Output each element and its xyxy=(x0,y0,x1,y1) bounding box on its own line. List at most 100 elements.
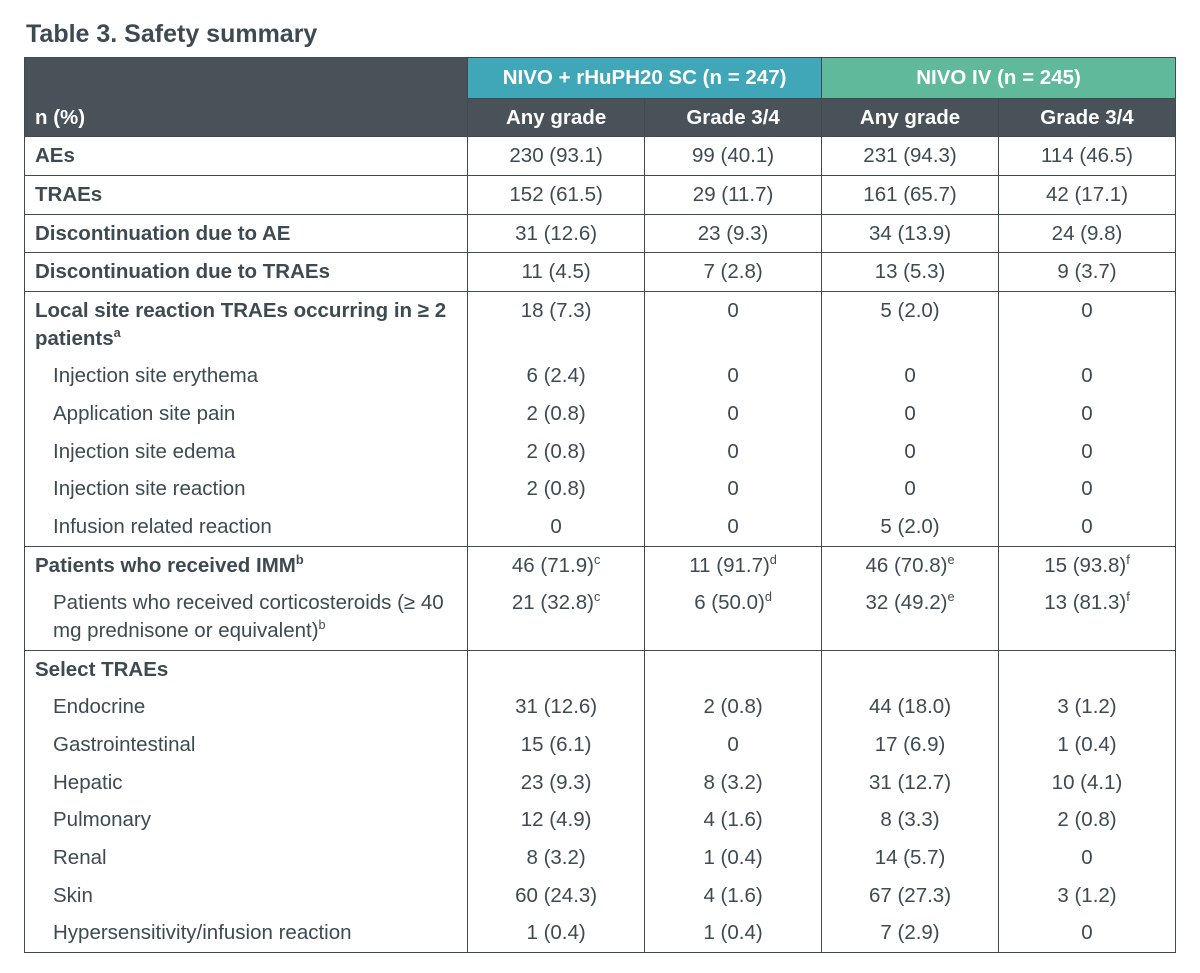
table-body: AEs230 (93.1)99 (40.1)231 (94.3)114 (46.… xyxy=(25,137,1176,953)
table-row: Gastrointestinal15 (6.1)017 (6.9)1 (0.4) xyxy=(25,726,1176,764)
row-label: Gastrointestinal xyxy=(35,731,195,759)
data-cell: 0 xyxy=(999,357,1176,395)
data-cell: 2 (0.8) xyxy=(468,395,645,433)
table-row: Infusion related reaction005 (2.0)0 xyxy=(25,508,1176,546)
row-label-cell: Select TRAEs xyxy=(25,650,468,688)
data-cell: 17 (6.9) xyxy=(822,726,999,764)
data-cell: 11 (91.7)d xyxy=(645,546,822,584)
row-label: Discontinuation due to AE xyxy=(35,222,290,245)
table-row: AEs230 (93.1)99 (40.1)231 (94.3)114 (46.… xyxy=(25,137,1176,176)
data-cell: 34 (13.9) xyxy=(822,214,999,253)
data-cell: 7 (2.8) xyxy=(645,253,822,292)
footnote-marker: a xyxy=(114,325,121,340)
data-cell: 114 (46.5) xyxy=(999,137,1176,176)
table-row: Patients who received IMMb46 (71.9)c11 (… xyxy=(25,546,1176,584)
footnote-marker: e xyxy=(948,552,955,567)
data-cell: 6 (50.0)d xyxy=(645,584,822,650)
data-cell: 60 (24.3) xyxy=(468,877,645,915)
data-cell: 0 xyxy=(999,395,1176,433)
row-label-cell: Infusion related reaction xyxy=(25,508,468,546)
table-row: Local site reaction TRAEs occurring in ≥… xyxy=(25,292,1176,358)
row-label: Skin xyxy=(35,882,93,910)
data-cell: 0 xyxy=(645,292,822,358)
data-cell: 161 (65.7) xyxy=(822,176,999,215)
table-row: Discontinuation due to TRAEs 11 (4.5)7 (2… xyxy=(25,253,1176,292)
table-row: Injection site edema2 (0.8)000 xyxy=(25,433,1176,471)
row-label-cell: Endocrine xyxy=(25,688,468,726)
data-cell: 5 (2.0) xyxy=(822,292,999,358)
row-label-cell: Injection site erythema xyxy=(25,357,468,395)
table-row: Application site pain2 (0.8)000 xyxy=(25,395,1176,433)
data-cell: 21 (32.8)c xyxy=(468,584,645,650)
table-header: n (%) NIVO + rHuPH20 SC (n = 247) NIVO I… xyxy=(25,58,1176,137)
row-label-cell: Skin xyxy=(25,877,468,915)
row-label: Patients who received corticosteroids (≥… xyxy=(35,589,457,644)
row-label: Discontinuation due to TRAEs xyxy=(35,260,330,283)
data-cell: 31 (12.6) xyxy=(468,688,645,726)
data-cell: 0 xyxy=(645,395,822,433)
row-label: Endocrine xyxy=(35,693,145,721)
footnote-marker: e xyxy=(948,590,955,605)
data-cell: 1 (0.4) xyxy=(468,914,645,952)
row-label-cell: Injection site reaction xyxy=(25,470,468,508)
footnote-marker: d xyxy=(770,552,777,567)
data-cell: 67 (27.3) xyxy=(822,877,999,915)
data-cell: 44 (18.0) xyxy=(822,688,999,726)
row-label-cell: Hepatic xyxy=(25,764,468,802)
data-cell: 152 (61.5) xyxy=(468,176,645,215)
row-label: Injection site erythema xyxy=(35,362,258,390)
header-sub-2: Grade 3/4 xyxy=(645,98,822,137)
row-label-cell: Local site reaction TRAEs occurring in ≥… xyxy=(25,292,468,358)
header-sub-3: Any grade xyxy=(822,98,999,137)
data-cell: 6 (2.4) xyxy=(468,357,645,395)
data-cell: 29 (11.7) xyxy=(645,176,822,215)
data-cell: 7 (2.9) xyxy=(822,914,999,952)
header-group-1: NIVO + rHuPH20 SC (n = 247) xyxy=(468,58,822,99)
data-cell: 9 (3.7) xyxy=(999,253,1176,292)
row-label: Infusion related reaction xyxy=(35,513,272,541)
table-title: Table 3. Safety summary xyxy=(26,20,1176,49)
row-label-cell: Renal xyxy=(25,839,468,877)
row-label: Patients who received IMMb xyxy=(35,554,304,577)
data-cell: 0 xyxy=(822,433,999,471)
row-label: Local site reaction TRAEs occurring in ≥… xyxy=(35,299,446,350)
data-cell: 0 xyxy=(645,470,822,508)
data-cell: 46 (70.8)e xyxy=(822,546,999,584)
row-label: Select TRAEs xyxy=(35,658,168,681)
data-cell: 12 (4.9) xyxy=(468,801,645,839)
row-label-cell: Pulmonary xyxy=(25,801,468,839)
data-cell: 0 xyxy=(999,839,1176,877)
header-group-2: NIVO IV (n = 245) xyxy=(822,58,1176,99)
data-cell: 2 (0.8) xyxy=(468,433,645,471)
row-label: Hypersensitivity/infusion reaction xyxy=(35,919,352,947)
row-label-cell: Application site pain xyxy=(25,395,468,433)
data-cell: 8 (3.3) xyxy=(822,801,999,839)
data-cell: 0 xyxy=(645,508,822,546)
data-cell: 0 xyxy=(999,914,1176,952)
row-label-cell: Injection site edema xyxy=(25,433,468,471)
table-row: Hypersensitivity/infusion reaction 1 (0.4… xyxy=(25,914,1176,952)
footnote-marker: b xyxy=(296,552,304,567)
row-label: Renal xyxy=(35,844,107,872)
data-cell: 18 (7.3) xyxy=(468,292,645,358)
table-row: Discontinuation due to AE31 (12.6)23 (9.… xyxy=(25,214,1176,253)
row-label-cell: Gastrointestinal xyxy=(25,726,468,764)
data-cell: 10 (4.1) xyxy=(999,764,1176,802)
data-cell: 11 (4.5) xyxy=(468,253,645,292)
row-label-cell: Hypersensitivity/infusion reaction xyxy=(25,914,468,952)
table-row: Skin60 (24.3)4 (1.6)67 (27.3)3 (1.2) xyxy=(25,877,1176,915)
header-sub-4: Grade 3/4 xyxy=(999,98,1176,137)
table-row: TRAEs152 (61.5)29 (11.7)161 (65.7)42 (17… xyxy=(25,176,1176,215)
footnote-marker: b xyxy=(319,617,326,632)
data-cell: 32 (49.2)e xyxy=(822,584,999,650)
table-row: Injection site reaction2 (0.8)000 xyxy=(25,470,1176,508)
footnote-marker: f xyxy=(1126,590,1130,605)
data-cell: 0 xyxy=(999,292,1176,358)
data-cell: 13 (81.3)f xyxy=(999,584,1176,650)
data-cell xyxy=(468,650,645,688)
row-label-cell: Patients who received corticosteroids (≥… xyxy=(25,584,468,650)
data-cell: 23 (9.3) xyxy=(468,764,645,802)
safety-summary-table: n (%) NIVO + rHuPH20 SC (n = 247) NIVO I… xyxy=(24,57,1176,953)
data-cell: 0 xyxy=(468,508,645,546)
data-cell: 8 (3.2) xyxy=(645,764,822,802)
